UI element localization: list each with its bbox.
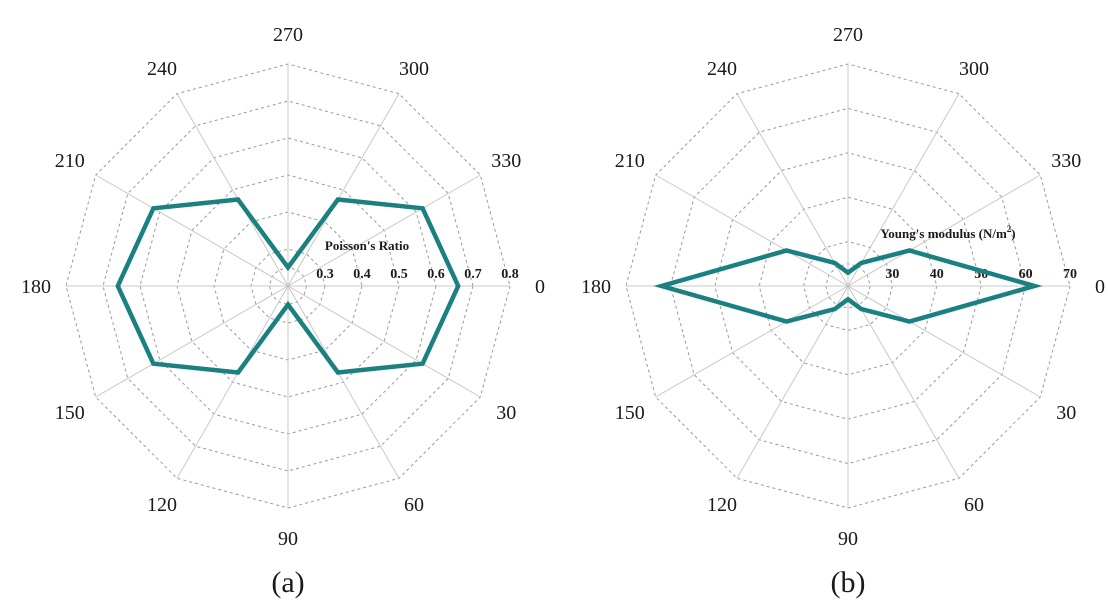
panel-label-b: (b) bbox=[831, 566, 866, 599]
radial-tick-label: 40 bbox=[930, 267, 944, 282]
spoke bbox=[847, 93, 960, 287]
spoke bbox=[847, 285, 1041, 398]
angle-label: 120 bbox=[707, 494, 737, 516]
radial-tick-label: 30 bbox=[885, 267, 899, 282]
angle-label: 90 bbox=[278, 528, 298, 550]
spoke bbox=[176, 93, 289, 287]
angle-label: 210 bbox=[55, 150, 85, 172]
angle-label: 60 bbox=[964, 494, 984, 516]
radar-chart-a: Poisson's Ratio (a) 0 30 60 90 120 150 180 210 2… bbox=[21, 24, 545, 599]
series-line bbox=[653, 248, 1043, 324]
angle-label: 300 bbox=[959, 58, 989, 80]
spoke bbox=[847, 285, 960, 479]
spoke bbox=[847, 174, 1041, 287]
radial-tick-label: 0.4 bbox=[353, 267, 371, 282]
radial-tick-label: 0.8 bbox=[501, 267, 519, 282]
angle-label: 0 bbox=[535, 276, 545, 298]
grid-b bbox=[625, 63, 1071, 509]
angle-label: 180 bbox=[581, 276, 611, 298]
spoke bbox=[736, 93, 849, 287]
angle-label: 240 bbox=[707, 58, 737, 80]
spoke bbox=[736, 285, 849, 479]
angle-label: 330 bbox=[1051, 150, 1081, 172]
spoke bbox=[95, 285, 289, 398]
panel-label-a: (a) bbox=[271, 566, 304, 599]
spoke bbox=[655, 174, 849, 287]
grid-a bbox=[65, 63, 511, 509]
angle-label: 90 bbox=[838, 528, 858, 550]
angle-label: 150 bbox=[55, 402, 85, 424]
spoke bbox=[287, 174, 481, 287]
angle-label: 30 bbox=[1056, 402, 1076, 424]
radial-tick-label: 0.6 bbox=[427, 267, 445, 282]
spoke bbox=[287, 285, 481, 398]
radial-tick-label: 0.5 bbox=[390, 267, 408, 282]
spoke bbox=[176, 285, 289, 479]
series-line bbox=[115, 197, 461, 375]
radar-chart-b: Young's modulus (N/m2) (b) 0 30 60 90 120 150… bbox=[581, 24, 1105, 599]
angle-label: 120 bbox=[147, 494, 177, 516]
angle-label: 270 bbox=[833, 24, 863, 46]
radial-tick-label: 70 bbox=[1063, 267, 1077, 282]
angle-label: 300 bbox=[399, 58, 429, 80]
angle-label: 240 bbox=[147, 58, 177, 80]
spoke bbox=[655, 285, 849, 398]
radial-tick-label: 0.7 bbox=[464, 267, 482, 282]
axis-title-a: Poisson's Ratio bbox=[325, 238, 409, 253]
angle-label: 180 bbox=[21, 276, 51, 298]
angle-label: 270 bbox=[273, 24, 303, 46]
angle-label: 60 bbox=[404, 494, 424, 516]
angle-label: 150 bbox=[615, 402, 645, 424]
spoke bbox=[95, 174, 289, 287]
angle-label: 210 bbox=[615, 150, 645, 172]
angle-label: 30 bbox=[496, 402, 516, 424]
angle-label: 0 bbox=[1095, 276, 1105, 298]
angle-label: 330 bbox=[491, 150, 521, 172]
spoke bbox=[287, 285, 400, 479]
spoke bbox=[287, 93, 400, 287]
radial-tick-label: 60 bbox=[1019, 267, 1033, 282]
radial-tick-label: 0.3 bbox=[316, 267, 334, 282]
axis-title-b: Young's modulus (N/m2) bbox=[880, 224, 1015, 241]
